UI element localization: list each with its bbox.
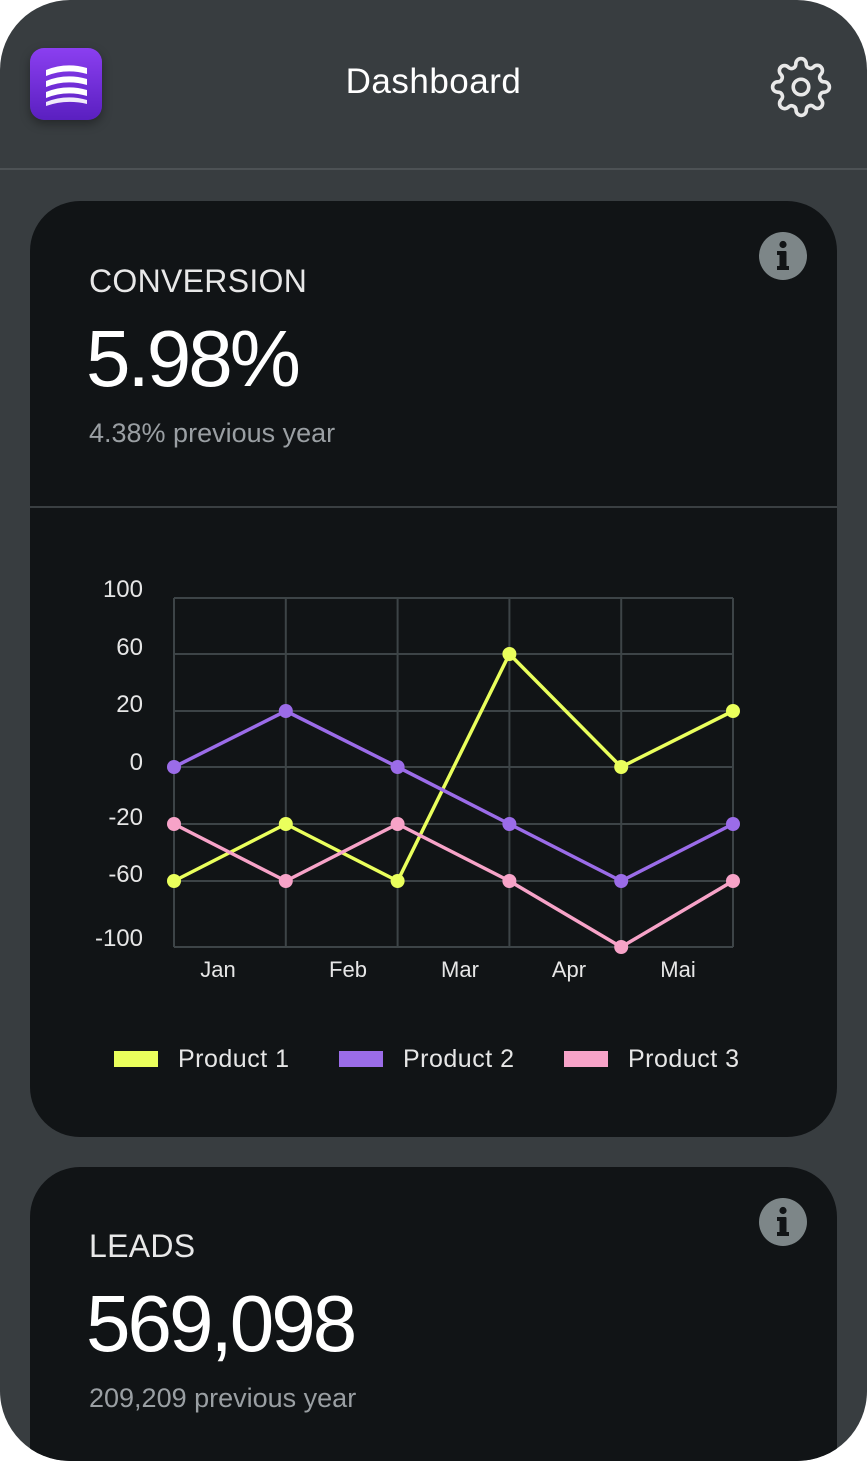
app-logo[interactable] [30, 48, 102, 120]
chart-y-axis: 100 60 20 0 -20 -60 -100 [95, 576, 143, 952]
series-1-point [502, 647, 517, 661]
conversion-label: CONVERSION [89, 263, 308, 299]
leads-label: LEADS [89, 1228, 196, 1264]
series-3-point [390, 817, 405, 831]
x-tick-label: Feb [329, 957, 367, 982]
leads-previous: 209,209 previous year [89, 1383, 357, 1413]
series-3-point [502, 874, 517, 888]
series-2-point [278, 704, 293, 718]
series-2-point [167, 760, 181, 774]
series-1-point [390, 874, 405, 888]
info-icon [759, 232, 807, 280]
series-line-1 [172, 652, 735, 883]
legend-swatch-product-1 [114, 1051, 158, 1067]
series-2-point [502, 817, 517, 831]
conversion-value: 5.98% [86, 314, 301, 403]
x-tick-label: Mar [441, 957, 479, 982]
series-2-point [614, 874, 629, 888]
conversion-line-chart: 100 60 20 0 -20 -60 -100 Jan Feb Mar Apr Mai [95, 576, 740, 982]
settings-button[interactable] [770, 56, 832, 118]
legend-label-product-2: Product 2 [403, 1044, 515, 1073]
chart-series [167, 647, 740, 954]
chart-x-axis: Jan Feb Mar Apr Mai [200, 957, 695, 982]
y-tick-label: 0 [130, 749, 143, 776]
y-tick-label: -100 [95, 925, 143, 952]
chart-grid [173, 597, 734, 948]
x-tick-label: Mai [660, 957, 695, 982]
gear-icon [770, 56, 832, 118]
conversion-previous: 4.38% previous year [89, 418, 336, 448]
x-tick-label: Jan [200, 957, 235, 982]
legend-label-product-1: Product 1 [178, 1044, 290, 1073]
stacked-layers-logo-icon [46, 65, 87, 106]
page-title: Dashboard [345, 62, 522, 101]
series-1-point [614, 760, 629, 774]
leads-info-button[interactable] [758, 1197, 808, 1247]
series-line-3 [172, 822, 735, 949]
y-tick-label: 20 [116, 691, 143, 718]
series-2-point [726, 817, 740, 831]
series-3-point [278, 874, 293, 888]
leads-card: LEADS 569,098 209,209 previous year [30, 1167, 837, 1461]
legend-item-product-1[interactable]: Product 1 [114, 1039, 290, 1079]
legend-item-product-2[interactable]: Product 2 [339, 1039, 515, 1079]
card-divider [30, 506, 837, 508]
app-header: Dashboard [0, 0, 867, 170]
conversion-info-button[interactable] [758, 231, 808, 281]
series-1-point [726, 704, 740, 718]
info-icon [759, 1198, 807, 1246]
series-3-point [726, 874, 740, 888]
legend-item-product-3[interactable]: Product 3 [564, 1039, 740, 1079]
legend-swatch-product-2 [339, 1051, 383, 1067]
chart-legend: Product 1 Product 2 Product 3 [30, 1039, 837, 1079]
series-line-2 [172, 709, 735, 883]
series-1-point [278, 817, 293, 831]
series-3-point [614, 940, 629, 954]
y-tick-label: 60 [116, 634, 143, 661]
series-2-point [390, 760, 405, 774]
series-1-point [167, 874, 181, 888]
x-tick-label: Apr [552, 957, 586, 982]
y-tick-label: 100 [103, 576, 143, 603]
y-tick-label: -60 [108, 861, 143, 888]
conversion-card: CONVERSION 5.98% 4.38% previous year 100… [30, 201, 837, 1137]
y-tick-label: -20 [108, 804, 143, 831]
legend-label-product-3: Product 3 [628, 1044, 740, 1073]
series-3-point [167, 817, 181, 831]
legend-swatch-product-3 [564, 1051, 608, 1067]
leads-value: 569,098 [86, 1279, 357, 1368]
